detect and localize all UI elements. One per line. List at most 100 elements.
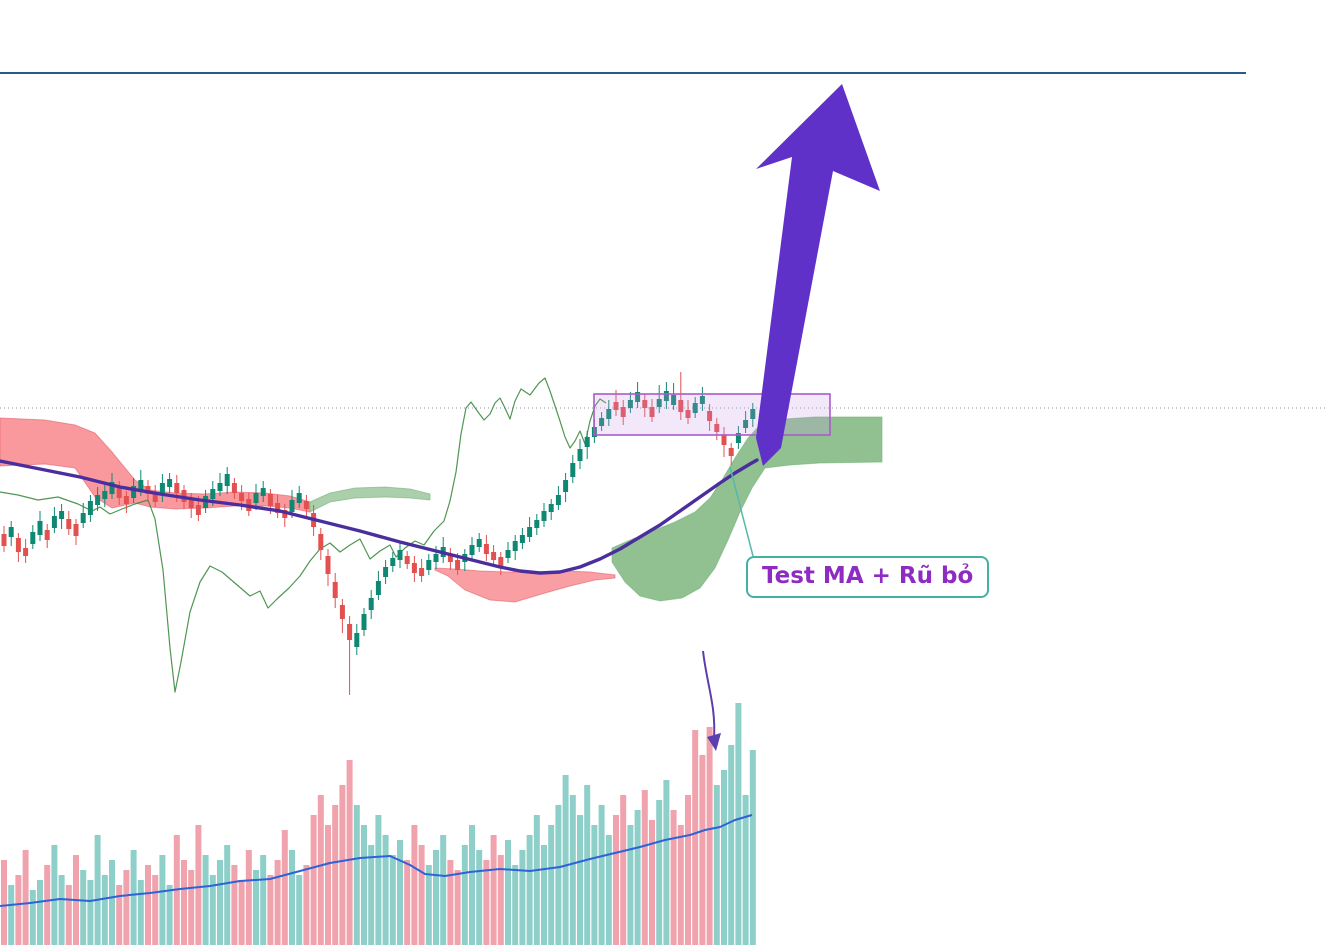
candle-body	[44, 530, 50, 540]
candle-body	[498, 557, 504, 567]
ichimoku-cloud-green-mid	[309, 486, 431, 513]
candle-body	[411, 563, 417, 573]
candle-body	[519, 535, 525, 543]
candle-body	[447, 554, 453, 562]
volume-bar	[497, 855, 504, 945]
candle-body	[73, 524, 79, 536]
volume-bar	[425, 865, 432, 945]
volume-bar	[303, 865, 310, 945]
ma-line	[0, 458, 759, 575]
volume-bar	[627, 825, 634, 945]
volume-bar	[130, 850, 137, 945]
volume-bars	[1, 703, 756, 945]
candle-body	[635, 392, 641, 402]
candles	[1, 372, 756, 695]
volume-bar	[735, 703, 742, 945]
volume-bar	[656, 800, 663, 945]
volume-bar	[519, 850, 526, 945]
candle-body	[109, 482, 115, 494]
volume-bar	[253, 870, 259, 945]
volume-bar	[116, 885, 123, 945]
volume-bar	[620, 795, 627, 945]
candle-body	[663, 391, 669, 401]
candle-body	[102, 491, 108, 499]
volume-bar	[706, 727, 713, 945]
candle-body	[627, 400, 633, 408]
candle-body	[555, 495, 561, 505]
candle-body	[80, 513, 86, 523]
candle-body	[721, 435, 727, 445]
volume-bar	[209, 875, 216, 945]
candle-body	[195, 505, 201, 515]
candle-body	[397, 550, 403, 560]
candle-body	[620, 407, 626, 417]
candle-body	[606, 409, 612, 419]
candle-body	[505, 550, 511, 558]
volume-bar	[649, 820, 655, 945]
candle-body	[296, 493, 302, 503]
candle-body	[735, 433, 741, 443]
volume-ma-line	[0, 814, 753, 907]
candle-body	[541, 511, 547, 521]
volume-bar	[613, 815, 619, 945]
volume-bar	[555, 805, 562, 945]
volume-bar	[454, 870, 461, 945]
volume-bar	[562, 775, 569, 945]
candle-body	[138, 480, 144, 490]
volume-bar	[569, 795, 576, 945]
candle-body	[87, 501, 93, 515]
volume-bar	[29, 890, 36, 945]
volume-bar	[101, 875, 108, 945]
candle-body	[123, 496, 129, 504]
volume-bar	[699, 755, 706, 945]
volume-bar	[447, 860, 454, 945]
candle-body	[375, 581, 381, 595]
volume-bar	[418, 845, 425, 945]
candle-body	[174, 483, 180, 493]
volume-bar	[461, 845, 468, 945]
volume-arrow-shaft	[702, 650, 716, 739]
candle-body	[491, 552, 497, 560]
volume-bar	[440, 835, 447, 945]
candle-body	[419, 568, 425, 576]
candle-body	[534, 520, 540, 528]
volume-bar	[245, 850, 252, 945]
candle-body	[253, 493, 259, 503]
volume-bar	[469, 825, 475, 945]
volume-bar	[332, 805, 339, 945]
candle-body	[584, 437, 590, 447]
volume-bar	[713, 785, 720, 945]
consolidation-box	[593, 393, 831, 436]
candle-body	[224, 474, 230, 486]
volume-bar	[260, 855, 267, 945]
candle-body	[642, 400, 648, 408]
volume-bar	[181, 860, 187, 945]
candle-body	[152, 492, 158, 502]
chikou-span-line	[0, 377, 607, 693]
volume-bar	[605, 835, 612, 945]
candle-body	[548, 504, 554, 512]
candle-body	[332, 582, 338, 598]
volume-bar	[692, 730, 699, 945]
candle-body	[671, 395, 677, 405]
volume-bar	[94, 835, 101, 945]
candle-body	[15, 538, 21, 552]
candle-body	[275, 503, 281, 513]
candle-body	[217, 483, 223, 491]
volume-bar	[238, 880, 245, 945]
volume-bar	[526, 835, 533, 945]
candle-body	[750, 409, 756, 419]
volume-bar	[404, 860, 411, 945]
volume-bar	[224, 845, 231, 945]
candle-body	[469, 545, 475, 555]
volume-bar	[1, 860, 7, 945]
candle-body	[699, 396, 705, 404]
volume-bar	[65, 885, 72, 945]
volume-bar	[37, 880, 43, 945]
volume-bar	[281, 830, 288, 945]
volume-bar	[663, 780, 670, 945]
volume-bar	[721, 770, 727, 945]
volume-bar	[166, 885, 173, 945]
volume-bar	[123, 870, 130, 945]
